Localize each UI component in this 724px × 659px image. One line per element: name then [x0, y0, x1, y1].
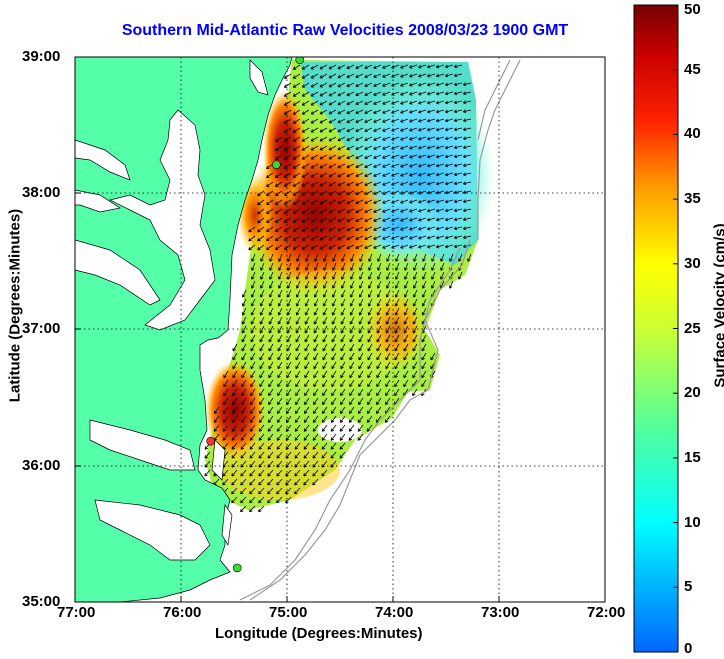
x-tick-label: 75:00 [269, 604, 308, 621]
colorbar-tick-label: 15 [684, 448, 701, 466]
x-tick-label: 76:00 [163, 604, 202, 621]
station-marker [206, 436, 215, 446]
colorbar-tick-label: 30 [684, 254, 701, 272]
x-tick-label: 72:00 [587, 604, 626, 621]
colorbar-tick-label: 10 [684, 513, 701, 531]
colorbar-gradient [633, 4, 679, 653]
velocity-arrows [204, 64, 472, 513]
y-tick-label: 39:00 [22, 48, 61, 65]
y-tick-label: 36:00 [22, 457, 61, 474]
x-tick-label: 73:00 [481, 604, 520, 621]
colorbar-tick-label: 45 [684, 60, 701, 78]
colorbar-tick-label: 0 [684, 640, 693, 657]
colorbar-tick-label: 35 [684, 190, 701, 208]
isobaths [239, 59, 521, 601]
x-tick-label: 74:00 [375, 604, 414, 621]
station-marker [295, 57, 305, 65]
y-axis-label: Latitude (Degrees:Minutes) [6, 208, 24, 403]
station-marker [272, 160, 281, 169]
y-tick-label: 37:00 [22, 320, 61, 337]
bays [75, 59, 269, 561]
colorbar-tick-label: 40 [684, 125, 701, 143]
x-axis-label: Longitude (Degrees:Minutes) [215, 625, 423, 642]
station-markers [206, 57, 305, 573]
y-tick-label: 38:00 [22, 184, 61, 201]
colorbar-label: Surface Velocity (cm/s) [711, 223, 724, 388]
station-marker [232, 563, 242, 573]
grid [75, 57, 605, 602]
y-tick-label: 35:00 [22, 593, 61, 610]
axis-ticks [75, 192, 500, 602]
x-tick-label: 77:00 [57, 604, 96, 621]
colorbar-tick-label: 50 [684, 1, 701, 18]
colorbar-tick-label: 20 [684, 384, 701, 402]
velocity-field [204, 60, 495, 513]
colorbar-tick-label: 5 [684, 578, 693, 596]
map-title: Southern Mid-Atlantic Raw Velocities 200… [121, 22, 569, 39]
colorbar-tick-label: 25 [684, 319, 701, 337]
